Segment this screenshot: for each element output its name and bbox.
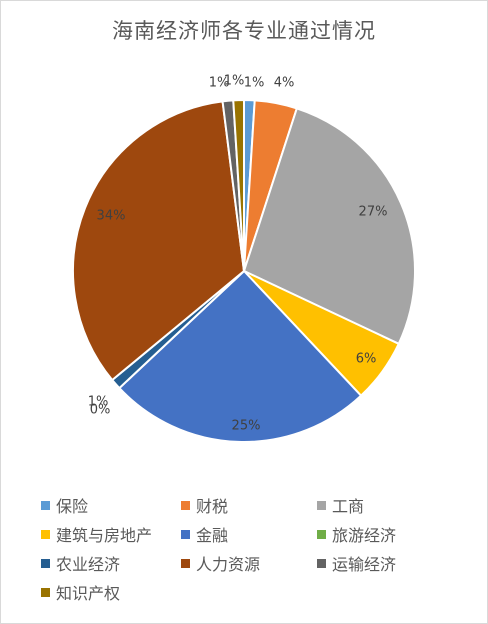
legend-item-2: 财税 <box>181 495 317 516</box>
legend-item-5: 金融 <box>181 524 317 545</box>
legend-swatch <box>41 500 50 510</box>
pie-slice-5 <box>117 269 363 443</box>
legend-swatch <box>181 558 190 568</box>
data-label-2: 4% <box>274 76 295 91</box>
chart-title: 海南经济师各专业通过情况 <box>112 19 376 43</box>
legend-swatch <box>41 587 50 597</box>
legend-label: 运输经济 <box>332 555 397 574</box>
legend-item-7: 农业经济 <box>41 553 181 574</box>
data-label-7: 1% <box>88 395 109 410</box>
data-label-3: 27% <box>359 205 388 220</box>
legend-swatch <box>181 500 190 510</box>
data-label-6: 0% <box>90 403 111 418</box>
data-label-5: 25% <box>232 419 261 434</box>
legend-swatch <box>317 529 326 539</box>
pie-slice-8 <box>71 100 246 382</box>
legend: 保险 财税 工商建筑与房地产 金融 旅游经济农业经济 人力资源 运输经济知识产权 <box>41 495 461 603</box>
legend-label: 农业经济 <box>56 555 121 574</box>
legend-label: 金融 <box>196 526 229 545</box>
legend-item-4: 建筑与房地产 <box>41 524 181 545</box>
legend-swatch <box>41 558 50 568</box>
legend-label: 财税 <box>196 497 229 516</box>
legend-label: 知识产权 <box>56 584 121 603</box>
data-label-8: 34% <box>97 209 126 224</box>
legend-swatch <box>181 529 190 539</box>
legend-item-10: 知识产权 <box>41 582 181 603</box>
legend-item-6: 旅游经济 <box>317 524 457 545</box>
data-label-4: 6% <box>356 352 377 367</box>
legend-item-9: 运输经济 <box>317 553 457 574</box>
legend-item-8: 人力资源 <box>181 553 317 574</box>
legend-item-1: 保险 <box>41 495 181 516</box>
data-label-1: 1% <box>244 76 265 91</box>
legend-label: 建筑与房地产 <box>56 526 153 545</box>
pie-slice-3 <box>242 107 417 346</box>
legend-swatch <box>317 500 326 510</box>
data-label-9: 1% <box>209 76 230 91</box>
legend-swatch <box>41 529 50 539</box>
legend-label: 保险 <box>56 497 89 516</box>
legend-label: 工商 <box>332 497 365 516</box>
legend-swatch <box>317 558 326 568</box>
pie-slice-10 <box>232 98 245 272</box>
legend-label: 人力资源 <box>196 555 261 574</box>
legend-item-3: 工商 <box>317 495 457 516</box>
pie-chart: 1% 4%27%6%25%0%1%34%1%1% <box>71 74 417 443</box>
legend-label: 旅游经济 <box>332 526 397 545</box>
data-label-10: 1% <box>224 74 245 89</box>
